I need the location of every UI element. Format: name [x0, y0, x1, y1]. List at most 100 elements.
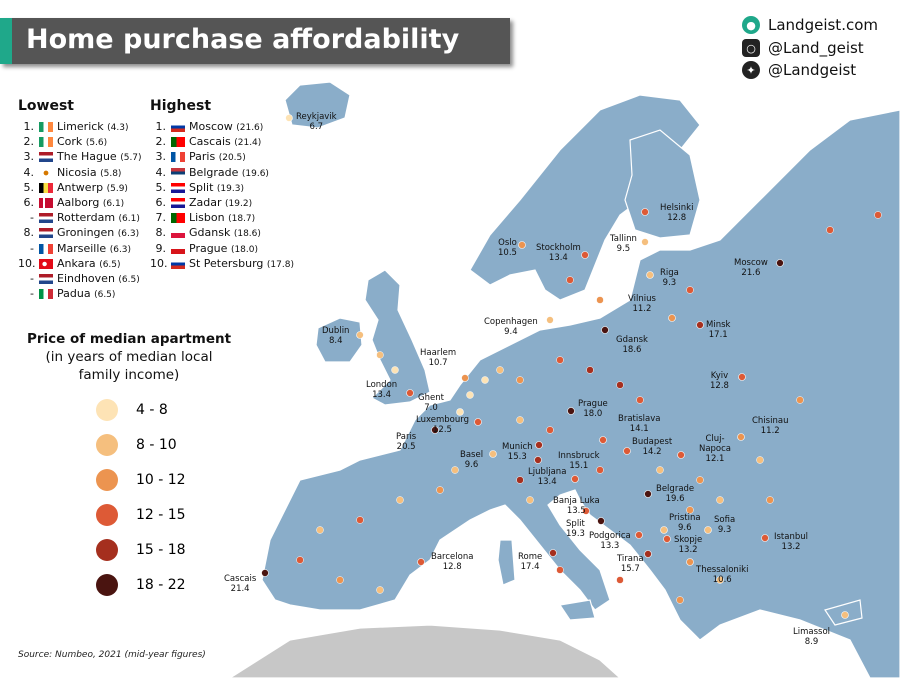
land-masses [228, 81, 900, 678]
city-name: Paris [396, 432, 417, 442]
city-dot-stockholm [581, 251, 589, 259]
city-dot [296, 556, 304, 564]
ranking-item: - Marseille (6.3) [18, 242, 142, 257]
city-value: 13.4 [548, 253, 568, 263]
city-dot [466, 391, 474, 399]
city-value: (19.3) [216, 183, 244, 194]
flag-icon [171, 258, 185, 269]
city-value: 13.2 [781, 542, 801, 552]
city-value: 17.4 [520, 562, 540, 572]
city-dot-moscow [776, 259, 784, 267]
city-label: Moscow 21.6 [734, 258, 768, 278]
city-dot-sofia [704, 526, 712, 534]
ranking-item: 4. Nicosia (5.8) [18, 166, 142, 181]
city-label: Bratislava 14.1 [618, 414, 660, 434]
city-name: Munich [502, 442, 533, 452]
ranking-item: 5. Split (19.3) [150, 181, 294, 196]
city-value: 10.5 [498, 248, 517, 258]
city-dot [676, 596, 684, 604]
city-name: Padua [57, 287, 91, 301]
social-website[interactable]: ● Landgeist.com [742, 16, 878, 34]
city-label: Thessaloniki 10.6 [696, 565, 748, 585]
city-dot-munich [535, 441, 543, 449]
rank-number: - [30, 211, 34, 225]
legend-swatch [96, 433, 118, 456]
city-name: Cluj-Napoca [698, 434, 732, 454]
city-dot-minsk [696, 321, 704, 329]
city-value: (21.6) [236, 123, 264, 133]
city-dot-reykjavik [285, 114, 293, 122]
rank-number: - [30, 271, 34, 285]
city-name: Oslo [498, 238, 517, 248]
city-value: 8.4 [328, 336, 343, 346]
city-label: Budapest 14.2 [632, 437, 672, 457]
city-dot-gdansk [601, 326, 609, 334]
city-label: Belgrade 19.6 [656, 484, 694, 504]
flag-icon [39, 182, 53, 193]
ranking-item: 8. Groningen (6.3) [18, 226, 142, 241]
city-dot-barcelona [417, 558, 425, 566]
city-value: 9.6 [678, 523, 692, 533]
city-value: 9.3 [662, 278, 677, 288]
legend-label: 4 - 8 [136, 401, 168, 418]
rank-number: 3. [23, 150, 35, 164]
flag-icon [39, 273, 53, 284]
city-dot [556, 356, 564, 364]
city-name: Prague [578, 399, 608, 409]
city-label: Limassol 8.9 [793, 627, 830, 647]
city-dot [686, 506, 694, 514]
legend-label: 18 - 22 [136, 576, 186, 593]
city-dot [696, 476, 704, 484]
city-value: 9.6 [464, 460, 479, 470]
city-name: Split [189, 180, 214, 194]
flag-icon [39, 228, 53, 239]
rank-number: 1. [155, 120, 167, 133]
city-dot-innsbruck [534, 456, 542, 464]
city-dot-skopje [663, 535, 671, 543]
social-instagram[interactable]: ○ @Land_geist [742, 39, 864, 57]
city-name: Moscow [189, 120, 233, 133]
city-name: Moscow [734, 258, 768, 268]
city-dot-oslo [518, 241, 526, 249]
ranking-item: 6. Aalborg (6.1) [18, 196, 142, 211]
city-name: Tirana [617, 554, 644, 564]
ranking-item: 6. Zadar (19.2) [150, 196, 294, 211]
rank-number: 10. [18, 256, 36, 270]
legend-item: 10 - 12 [96, 462, 234, 497]
legend-label: 10 - 12 [136, 471, 186, 488]
city-value: 8.9 [804, 637, 819, 647]
city-value: (6.3) [117, 229, 140, 240]
legend-label: 12 - 15 [136, 506, 186, 523]
city-dot [874, 211, 882, 219]
city-value: (5.9) [106, 183, 128, 194]
land-ireland [315, 317, 363, 363]
page-title: Home purchase affordability [26, 24, 460, 55]
city-value: 19.6 [665, 494, 685, 504]
rank-number: 10. [150, 256, 168, 270]
ranking-item: 2. Cork (5.6) [18, 135, 142, 150]
legend-rows: 4 - 8 8 - 10 10 - 12 12 - 15 15 - 18 18 - 22 [24, 392, 234, 602]
city-value: 20.5 [396, 442, 416, 452]
legend-label: 8 - 10 [136, 436, 177, 453]
city-label: Tirana 15.7 [617, 554, 644, 574]
city-value: (18.7) [228, 214, 256, 225]
legend-swatch [96, 573, 118, 596]
city-name: Basel [460, 450, 484, 460]
flag-icon [171, 228, 185, 239]
city-name: Banja Luka [553, 496, 600, 506]
city-value: 10.7 [428, 358, 448, 368]
social-twitter[interactable]: ✦ @Landgeist [742, 61, 856, 79]
city-dot-cluj-napoca [677, 451, 685, 459]
legend-swatch [96, 398, 118, 421]
highest-heading: Highest [150, 98, 212, 114]
city-value: (21.4) [234, 138, 262, 149]
city-value: 6.7 [309, 122, 324, 132]
rank-number: 2. [23, 135, 35, 149]
legend-subtitle: (in years of median local family income) [45, 349, 213, 383]
ranking-item: - Rotterdam (6.1) [18, 211, 142, 226]
city-name: Rotterdam [57, 211, 116, 225]
city-dot [451, 466, 459, 474]
city-name: Ankara [57, 256, 96, 270]
rank-number: 4. [23, 165, 35, 179]
city-label: Split 19.3 [566, 519, 585, 539]
